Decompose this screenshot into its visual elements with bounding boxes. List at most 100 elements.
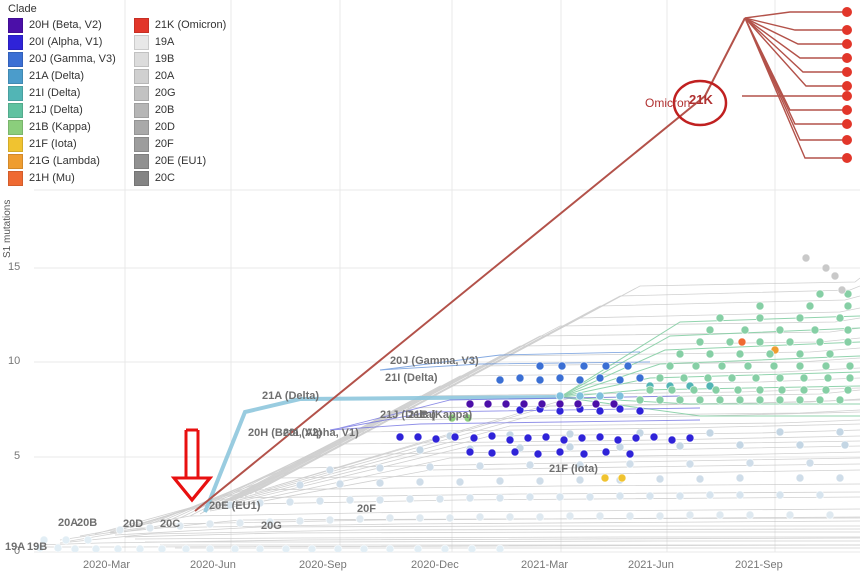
- legend-swatch-icon: [133, 68, 149, 84]
- legend-item[interactable]: 21K (Omicron): [133, 17, 226, 33]
- legend-item-label: 20F: [154, 138, 174, 150]
- legend-item[interactable]: 20D: [133, 119, 227, 135]
- clade-annotation: 20C: [160, 518, 181, 530]
- clade-annotation: 21A (Delta): [262, 390, 320, 402]
- clade-annotation: 21K: [689, 92, 713, 107]
- legend-item[interactable]: 20B: [133, 102, 227, 118]
- clade-annotation: 21J (Delta): [380, 409, 436, 421]
- x-tick-5: 2021-Jun: [628, 559, 674, 571]
- legend-swatch-icon: [8, 85, 23, 101]
- y-axis-label: S1 mutations: [2, 199, 13, 258]
- clade-annotation: 20B: [77, 517, 98, 529]
- legend-item-label: 20E (EU1): [154, 155, 207, 167]
- legend-swatch-icon: [8, 102, 23, 118]
- clade-annotation: 20I (Alpha, V1): [283, 427, 359, 439]
- legend-item[interactable]: 20H (Beta, V2): [8, 17, 116, 33]
- legend-item[interactable]: 20C: [133, 170, 227, 186]
- legend-item[interactable]: 20E (EU1): [133, 153, 227, 169]
- legend-swatch-icon: [8, 136, 23, 152]
- legend-swatch-icon: [8, 119, 23, 135]
- legend-column-0: 20H (Beta, V2) 20I (Alpha, V1) 20J (Gamma,…: [8, 17, 116, 186]
- legend-item[interactable]: 21I (Delta): [8, 85, 116, 101]
- y-tick-15: 15: [8, 261, 21, 273]
- clade-annotation: 20G: [261, 520, 282, 532]
- clade-annotation: 21I (Delta): [385, 372, 438, 384]
- legend-item-label: 20I (Alpha, V1): [29, 36, 103, 48]
- x-tick-6: 2021-Sep: [735, 559, 783, 571]
- legend-item-label: 21I (Delta): [29, 87, 81, 99]
- x-tick-0: 2020-Mar: [83, 559, 131, 571]
- legend-item[interactable]: 21G (Lambda): [8, 153, 116, 169]
- legend-swatch-icon: [8, 34, 23, 50]
- legend-title: Clade: [8, 3, 37, 15]
- legend-swatch-icon: [133, 34, 149, 50]
- legend-item[interactable]: 20G: [133, 85, 227, 101]
- legend-item-label: 19B: [154, 53, 175, 65]
- clade-annotation: 19B: [27, 541, 48, 553]
- grid-lines: [34, 0, 860, 553]
- legend-column-1: 21K (Omicron) 19A 19B 20A 20G 20B 20D 20F 20E (E…: [133, 17, 227, 186]
- legend-swatch-icon: [8, 17, 23, 33]
- legend-item[interactable]: 20F: [133, 136, 227, 152]
- legend-swatch-icon: [133, 85, 149, 101]
- tip-dots: [35, 253, 855, 552]
- clade-annotation: 20D: [123, 518, 144, 530]
- x-tick-1: 2020-Jun: [190, 559, 236, 571]
- y-tick-5: 5: [14, 450, 21, 462]
- omicron-highlight-ellipse: [672, 79, 728, 127]
- clade-annotation: 20H (Beta, V2): [248, 427, 322, 439]
- red-arrow-head: [170, 476, 214, 503]
- legend-swatch-icon: [8, 153, 23, 169]
- legend-swatch-icon: [133, 17, 149, 33]
- legend-item[interactable]: 20J (Gamma, V3): [8, 51, 116, 67]
- legend-item-label: 21J (Delta): [29, 104, 83, 116]
- legend-item-label: 20C: [154, 172, 175, 184]
- legend-item-label: 20A: [154, 70, 175, 82]
- legend-item-label: 20B: [154, 104, 175, 116]
- legend-item[interactable]: 21F (Iota): [8, 136, 116, 152]
- branch-omicron: [194, 17, 746, 512]
- legend-item-label: 20J (Gamma, V3): [29, 53, 116, 65]
- legend-item[interactable]: 20A: [133, 68, 227, 84]
- legend-item-label: 21F (Iota): [29, 138, 77, 150]
- red-arrow: [170, 428, 214, 503]
- legend-swatch-icon: [133, 119, 149, 135]
- legend-swatch-icon: [133, 170, 149, 186]
- legend-item[interactable]: 21A (Delta): [8, 68, 116, 84]
- clade-annotation: 21B (Kappa): [408, 409, 473, 421]
- legend-item[interactable]: 19A: [133, 34, 227, 50]
- legend-item[interactable]: 21B (Kappa): [8, 119, 116, 135]
- legend-swatch-icon: [8, 68, 23, 84]
- legend-item-label: 21H (Mu): [29, 172, 75, 184]
- legend-item[interactable]: 20I (Alpha, V1): [8, 34, 116, 50]
- y-tick-0: 0: [14, 545, 21, 557]
- legend-item-label: 21G (Lambda): [29, 155, 100, 167]
- legend-item-label: 21A (Delta): [29, 70, 85, 82]
- legend-item-label: 20D: [154, 121, 175, 133]
- legend-swatch-icon: [133, 153, 149, 169]
- legend-item[interactable]: 21J (Delta): [8, 102, 116, 118]
- legend-swatch-icon: [8, 170, 23, 186]
- legend-swatch-icon: [133, 102, 149, 118]
- x-tick-4: 2021-Mar: [521, 559, 569, 571]
- legend-item-label: 20H (Beta, V2): [29, 19, 102, 31]
- clade-annotation: 20F: [357, 503, 376, 515]
- legend-swatch-icon: [8, 51, 23, 67]
- branch-omicron-fan: [742, 11, 845, 159]
- clade-annotation: 20J (Gamma, V3): [390, 355, 479, 367]
- branch-21a-delta: [203, 395, 561, 513]
- legend-swatch-icon: [133, 51, 149, 67]
- legend-item-label: 20G: [154, 87, 176, 99]
- clade-annotation: 20E (EU1): [209, 500, 261, 512]
- clade-annotation: 19A: [5, 541, 26, 553]
- clade-annotation: 21F (Iota): [549, 463, 598, 475]
- legend-item[interactable]: 19B: [133, 51, 227, 67]
- clade-annotation: 20A: [58, 517, 79, 529]
- y-tick-10: 10: [8, 355, 21, 367]
- legend-item[interactable]: 21H (Mu): [8, 170, 116, 186]
- x-tick-3: 2020-Dec: [411, 559, 459, 571]
- x-tick-2: 2020-Sep: [299, 559, 347, 571]
